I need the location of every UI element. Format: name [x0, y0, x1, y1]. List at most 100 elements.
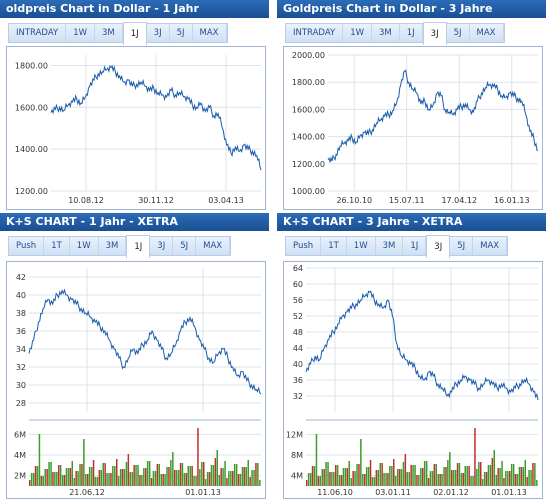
volume-bar: [224, 461, 226, 486]
volume-bar: [449, 452, 451, 486]
tab-3j[interactable]: 3J: [146, 24, 170, 42]
volume-bar: [79, 464, 81, 486]
tab-max[interactable]: MAX: [192, 24, 227, 42]
volume-bar: [452, 470, 455, 486]
volume-bar: [63, 475, 66, 486]
tab-5j[interactable]: 5J: [446, 24, 470, 42]
tab-max[interactable]: MAX: [196, 237, 231, 255]
volume-bar: [530, 470, 532, 486]
y-tick-label: 1600.00: [15, 103, 48, 112]
tab-3j[interactable]: 3J: [422, 22, 447, 45]
volume-bar: [226, 478, 228, 486]
timeframe-tabs: Push 1T 1W 3M 1J 3J 5J MAX: [8, 235, 232, 258]
volume-bar: [232, 471, 234, 486]
volume-bar: [507, 471, 509, 486]
volume-bar: [534, 463, 536, 486]
volume-bar: [307, 473, 310, 486]
volume-bar: [360, 439, 362, 486]
volume-bar: [152, 471, 155, 486]
volume-bar: [208, 472, 211, 486]
tab-1j[interactable]: 1J: [122, 22, 147, 45]
tab-1w[interactable]: 1W: [69, 237, 99, 255]
y-tick-label: 1800.00: [15, 61, 48, 70]
volume-bar: [156, 464, 159, 486]
tab-1j[interactable]: 1J: [403, 237, 427, 255]
volume-tick-label: 4M: [291, 472, 303, 481]
volume-bar: [150, 478, 153, 486]
volume-bar: [160, 474, 162, 486]
volume-bar: [116, 459, 118, 486]
tab-1j[interactable]: 1J: [399, 24, 423, 42]
x-tick-label: 30.11.12: [138, 196, 174, 205]
tab-1t[interactable]: 1T: [321, 237, 347, 255]
volume-bar: [356, 464, 358, 486]
tab-3m[interactable]: 3M: [95, 24, 123, 42]
volume-bar: [354, 471, 356, 486]
tab-3j[interactable]: 3J: [150, 237, 174, 255]
y-tick-label: 32: [293, 392, 303, 401]
y-tick-label: 1600.00: [292, 105, 325, 114]
volume-bar: [385, 473, 387, 486]
tab-5j[interactable]: 5J: [169, 24, 193, 42]
volume-bar: [423, 461, 426, 486]
volume-bar: [431, 471, 434, 486]
volume-bar: [48, 462, 50, 486]
tab-max[interactable]: MAX: [469, 24, 504, 42]
tab-3m[interactable]: 3M: [372, 24, 400, 42]
volume-bar: [29, 480, 31, 486]
volume-bar: [344, 468, 347, 486]
volume-bar: [61, 475, 64, 486]
volume-bar: [367, 467, 370, 486]
tab-1w[interactable]: 1W: [343, 24, 372, 42]
y-tick-label: 30: [16, 381, 26, 390]
volume-bar: [210, 465, 213, 486]
tab-5j[interactable]: 5J: [450, 237, 474, 255]
volume-bar: [400, 469, 403, 486]
volume-bar: [408, 472, 410, 486]
volume-bar: [313, 466, 316, 486]
y-tick-label: 40: [293, 360, 303, 369]
tab-max[interactable]: MAX: [473, 237, 508, 255]
volume-tick-label: 2M: [14, 472, 26, 481]
tab-push[interactable]: Push: [286, 237, 322, 255]
volume-bar: [158, 464, 160, 486]
tab-intraday[interactable]: INTRADAY: [9, 24, 67, 42]
volume-bar: [532, 463, 534, 486]
volume-bar: [170, 460, 172, 486]
y-tick-label: 1400.00: [15, 145, 48, 154]
volume-bar: [56, 472, 58, 486]
volume-bar: [464, 466, 466, 486]
tab-3j[interactable]: 3J: [426, 235, 451, 258]
tab-intraday[interactable]: INTRADAY: [286, 24, 344, 42]
price-line: [50, 64, 262, 171]
y-tick-label: 28: [16, 399, 26, 408]
volume-bar: [50, 462, 52, 486]
volume-bar: [466, 466, 468, 486]
volume-bar: [90, 467, 93, 486]
volume-bar: [112, 466, 114, 486]
volume-bar: [177, 470, 180, 486]
volume-bar: [251, 470, 253, 486]
y-tick-label: 36: [16, 327, 26, 336]
tab-push[interactable]: Push: [9, 237, 45, 255]
volume-bar: [73, 478, 75, 486]
volume-bar: [88, 467, 91, 486]
tab-3m[interactable]: 3M: [98, 237, 127, 255]
volume-bar: [445, 467, 447, 486]
tab-1t[interactable]: 1T: [44, 237, 70, 255]
tab-1w[interactable]: 1W: [346, 237, 376, 255]
tab-1j[interactable]: 1J: [126, 235, 151, 258]
y-tick-label: 1400.00: [292, 133, 325, 142]
volume-bar: [516, 474, 519, 486]
volume-bar: [65, 468, 68, 486]
panel-title: K+S CHART - 1 Jahr - XETRA: [0, 213, 269, 231]
volume-bar: [174, 470, 176, 486]
tab-5j[interactable]: 5J: [173, 237, 197, 255]
volume-tick-label: 4M: [14, 451, 26, 460]
volume-bar: [119, 469, 122, 486]
volume-bar: [69, 468, 72, 486]
tab-1w[interactable]: 1W: [66, 24, 95, 42]
tab-3m[interactable]: 3M: [375, 237, 404, 255]
panel-gold-3y: Goldpreis Chart in Dollar - 3 Jahre INTR…: [277, 0, 546, 212]
y-tick-label: 1800.00: [292, 78, 325, 87]
